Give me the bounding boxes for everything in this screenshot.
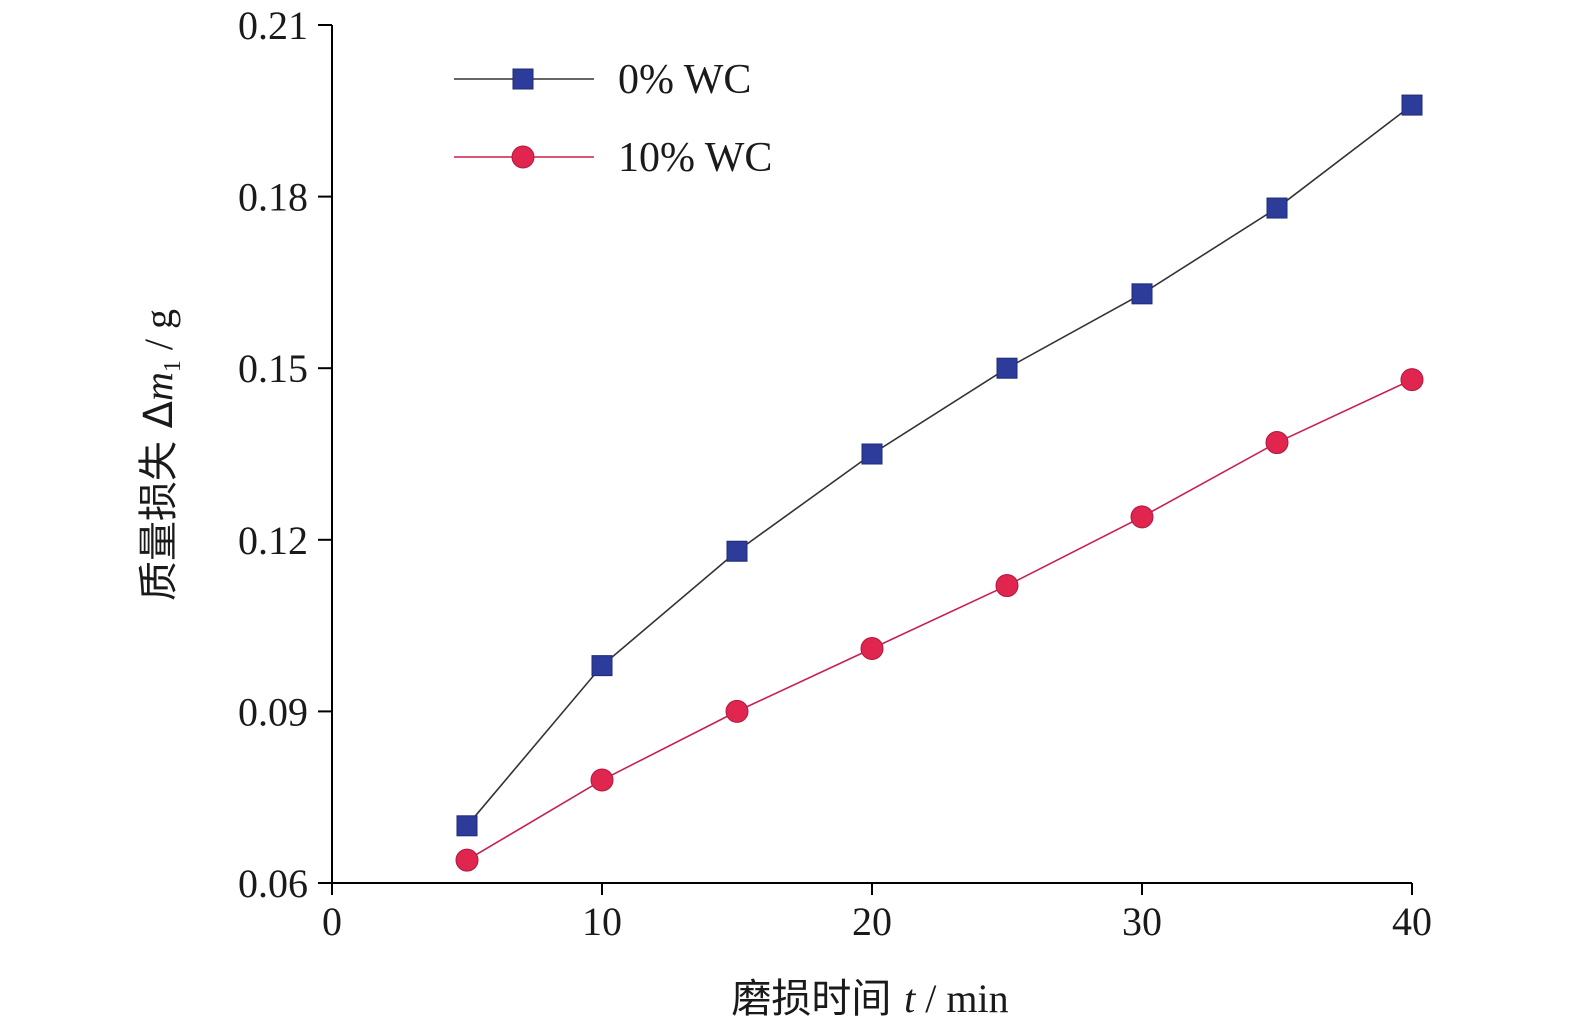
- data-point: [1265, 431, 1289, 455]
- data-point: [1400, 368, 1424, 392]
- data-point: [996, 357, 1018, 379]
- legend: 0% WC 10% WC: [454, 57, 772, 181]
- y-tick-label: 0.18: [238, 175, 308, 220]
- legend-item: 10% WC: [454, 135, 772, 181]
- x-tick-label: 30: [1122, 899, 1162, 944]
- data-point: [456, 815, 478, 837]
- legend-marker: [511, 145, 535, 169]
- legend-label: 0% WC: [618, 57, 751, 103]
- x-ticks: 0 10 20 30 40: [322, 883, 1432, 944]
- legend-marker: [512, 68, 534, 90]
- series-line: [466, 104, 1413, 827]
- data-point: [591, 655, 613, 677]
- y-tick-label: 0.12: [238, 518, 308, 563]
- y-tick-label: 0.06: [238, 861, 308, 906]
- legend-item: 0% WC: [454, 57, 751, 103]
- data-point: [590, 768, 614, 792]
- series-group: [455, 94, 1424, 872]
- data-point: [1401, 94, 1423, 116]
- x-tick-label: 40: [1392, 899, 1432, 944]
- x-axis-title-suffix: / min: [915, 976, 1008, 1021]
- series-1: [455, 368, 1424, 872]
- data-point: [1131, 283, 1153, 305]
- legend-label: 10% WC: [618, 135, 772, 181]
- data-point: [1130, 505, 1154, 529]
- data-point: [725, 699, 749, 723]
- x-tick-label: 20: [852, 899, 892, 944]
- y-axis-title: 质量损失 Δm1 / g: [136, 309, 186, 601]
- series-line: [466, 378, 1413, 861]
- x-tick-label: 10: [582, 899, 622, 944]
- series-0: [456, 94, 1423, 837]
- data-point: [995, 574, 1019, 598]
- x-axis-title: 磨损时间 t / min: [731, 976, 1008, 1022]
- y-axis-title-prefix: 质量损失 Δ: [136, 400, 182, 601]
- data-point: [726, 540, 748, 562]
- y-axis-title-sub: 1: [160, 360, 186, 372]
- y-axis-title-suffix: / g: [136, 309, 181, 360]
- y-tick-label: 0.21: [238, 3, 308, 48]
- y-tick-label: 0.09: [238, 689, 308, 734]
- y-axis-title-var: m: [136, 372, 181, 401]
- data-point: [455, 848, 479, 872]
- data-point: [1266, 197, 1288, 219]
- data-point: [861, 443, 883, 465]
- x-tick-label: 0: [322, 899, 342, 944]
- y-ticks: 0.06 0.09 0.12 0.15 0.18 0.21: [238, 3, 332, 906]
- x-axis-title-prefix: 磨损时间: [731, 976, 904, 1022]
- y-tick-label: 0.15: [238, 346, 308, 391]
- x-axis-title-var: t: [904, 976, 916, 1021]
- data-point: [860, 636, 884, 660]
